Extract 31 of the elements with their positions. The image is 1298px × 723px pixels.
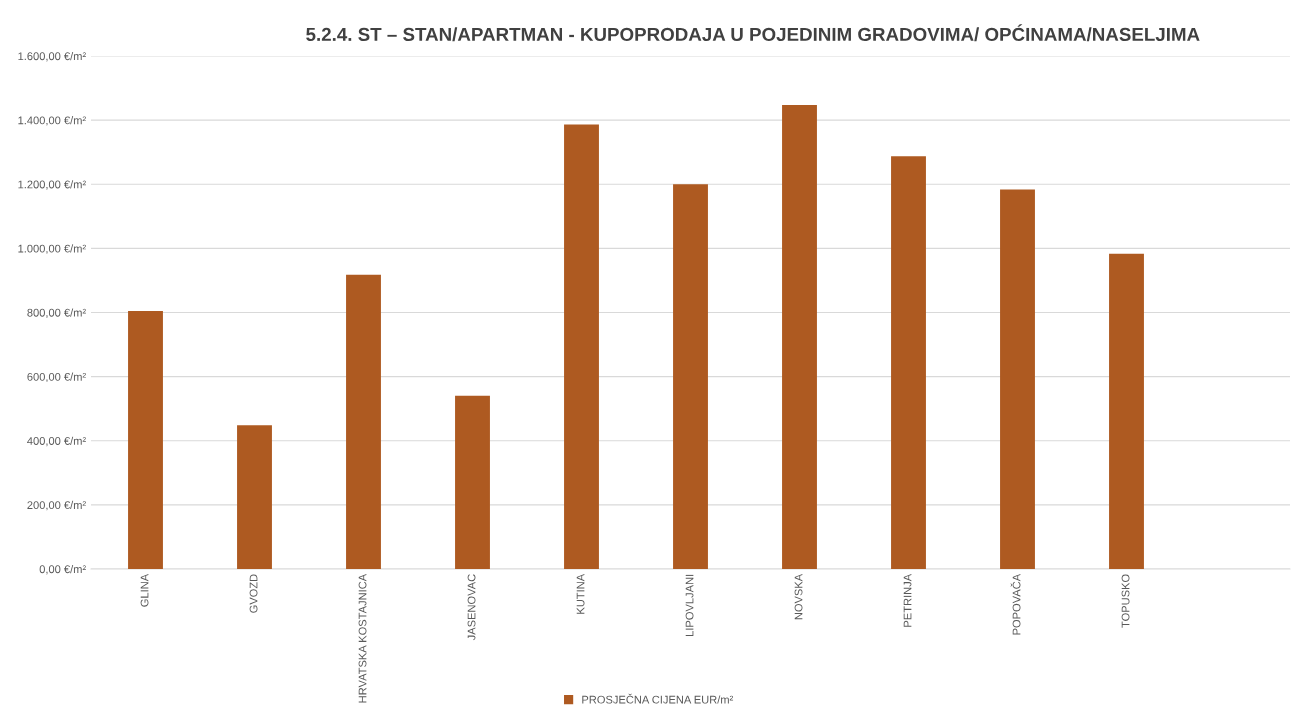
y-tick-label: 0,00 €/m² bbox=[39, 564, 86, 575]
x-tick-label: GLINA bbox=[140, 573, 149, 607]
bar bbox=[237, 425, 272, 569]
chart-title: 5.2.4. ST – STAN/APARTMAN - KUPOPRODAJA U POJEDINIM GRADOVIMA/ OPĆINAMA/NASELJIMA bbox=[306, 24, 1200, 42]
y-tick-label: 200,00 €/m² bbox=[27, 500, 86, 511]
bar bbox=[128, 310, 163, 569]
x-tick-label: PETRINJA bbox=[903, 573, 912, 627]
bar bbox=[673, 184, 708, 569]
y-tick-label: 800,00 €/m² bbox=[27, 308, 86, 318]
x-tick-label: GVOZD bbox=[249, 574, 258, 613]
bar bbox=[346, 274, 381, 569]
legend-label: PROSJEČNA CIJENA EUR/m² bbox=[582, 693, 734, 704]
bar bbox=[1000, 189, 1035, 569]
x-tick-label: LIPOVLJANI bbox=[685, 574, 694, 636]
y-tick-label: 1.600,00 €/m² bbox=[18, 51, 86, 62]
x-tick-label: HRVATSKA KOSTAJNICA bbox=[358, 573, 367, 703]
y-tick-label: 1.000,00 €/m² bbox=[18, 244, 86, 254]
y-tick-label: 1.200,00 €/m² bbox=[18, 180, 86, 190]
y-tick-label: 1.400,00 €/m² bbox=[18, 116, 86, 126]
x-tick-label: NOVSKA bbox=[794, 573, 803, 620]
x-tick-label: TOPUSKO bbox=[1121, 574, 1130, 628]
bar bbox=[1109, 253, 1144, 569]
y-tick-label: 600,00 €/m² bbox=[27, 372, 86, 383]
bar bbox=[782, 105, 817, 569]
x-tick-label: POPOVAČA bbox=[1010, 573, 1021, 635]
bar bbox=[564, 124, 599, 569]
y-tick-label: 400,00 €/m² bbox=[27, 436, 86, 447]
x-tick-label: KUTINA bbox=[576, 573, 585, 614]
x-tick-label: JASENOVAC bbox=[467, 574, 476, 641]
bar bbox=[891, 156, 926, 569]
bar bbox=[455, 395, 490, 569]
